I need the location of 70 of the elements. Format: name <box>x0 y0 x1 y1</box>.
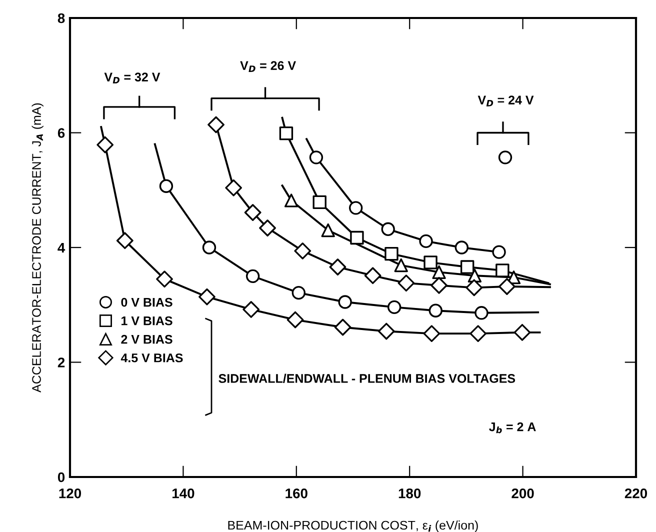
point <box>244 204 262 221</box>
point <box>294 242 312 260</box>
point <box>246 269 260 284</box>
point <box>378 322 395 340</box>
point <box>424 256 438 270</box>
point <box>381 222 395 236</box>
point <box>364 267 382 284</box>
x-tick-label: 220 <box>624 488 648 498</box>
point <box>348 201 363 215</box>
point <box>474 306 488 320</box>
x-tick-label: 160 <box>286 488 308 498</box>
point <box>286 311 304 328</box>
point <box>242 301 260 318</box>
point <box>428 304 442 318</box>
x-axis-title: BEAM-ION-PRODUCTION COST, ε$_{i}$ (eV/ion) <box>228 520 478 532</box>
point <box>198 288 216 306</box>
point <box>460 260 474 274</box>
point <box>208 116 224 134</box>
point <box>466 279 483 296</box>
point <box>514 324 531 341</box>
point <box>156 270 173 288</box>
point <box>334 318 352 336</box>
x-tick-label: 120 <box>59 488 82 498</box>
point <box>384 246 398 261</box>
point <box>96 136 114 154</box>
point <box>492 245 506 259</box>
point <box>398 274 415 292</box>
point <box>321 223 335 238</box>
point <box>116 232 134 250</box>
annotation: SIDEWALL/ENDWALL - PLENUM BIAS VOLTAGES <box>218 374 516 384</box>
point <box>309 150 324 164</box>
point <box>394 258 408 272</box>
legend-label: 0 V BIAS <box>121 298 172 307</box>
x-tick-label: 200 <box>512 488 534 498</box>
point <box>430 276 448 294</box>
point <box>159 179 174 193</box>
point <box>350 230 364 245</box>
point <box>202 240 216 254</box>
x-tick-label: 140 <box>172 488 194 498</box>
point <box>259 220 276 236</box>
y-tick-label: 6 <box>58 128 65 138</box>
y-tick-label: 4 <box>58 242 66 253</box>
legend-label: 1 V BIAS <box>122 316 172 326</box>
point <box>292 286 306 300</box>
annotation: J$_{b}$ = 2 A <box>489 422 536 434</box>
point <box>470 325 487 342</box>
point <box>419 234 433 248</box>
y-tick-label: 2 <box>58 358 65 368</box>
point <box>432 265 446 280</box>
legend-label: 4.5 V BIAS <box>120 353 183 362</box>
point <box>498 150 512 164</box>
point <box>338 295 352 309</box>
x-tick-label: 180 <box>398 488 421 498</box>
point <box>329 258 346 276</box>
y-tick-label: 0 <box>58 472 65 482</box>
point <box>387 300 402 314</box>
point <box>284 194 298 208</box>
y-axis-title: ACCELERATOR-ELECTRODE CURRENT, J$_{A}$ (mA) <box>32 103 44 392</box>
point <box>498 278 516 295</box>
annotation: V$_{D}$ = 24 V <box>478 96 534 106</box>
legend-label: 2 V BIAS <box>121 334 172 344</box>
annotation: V$_{D}$ = 32 V <box>104 72 160 84</box>
point <box>279 126 294 140</box>
point <box>225 179 242 196</box>
y-tick-label: 8 <box>58 13 65 24</box>
point <box>312 195 326 210</box>
annotation: V$_{D}$ = 26 V <box>240 61 296 72</box>
point <box>454 240 469 254</box>
point <box>496 264 510 278</box>
point <box>423 325 440 342</box>
